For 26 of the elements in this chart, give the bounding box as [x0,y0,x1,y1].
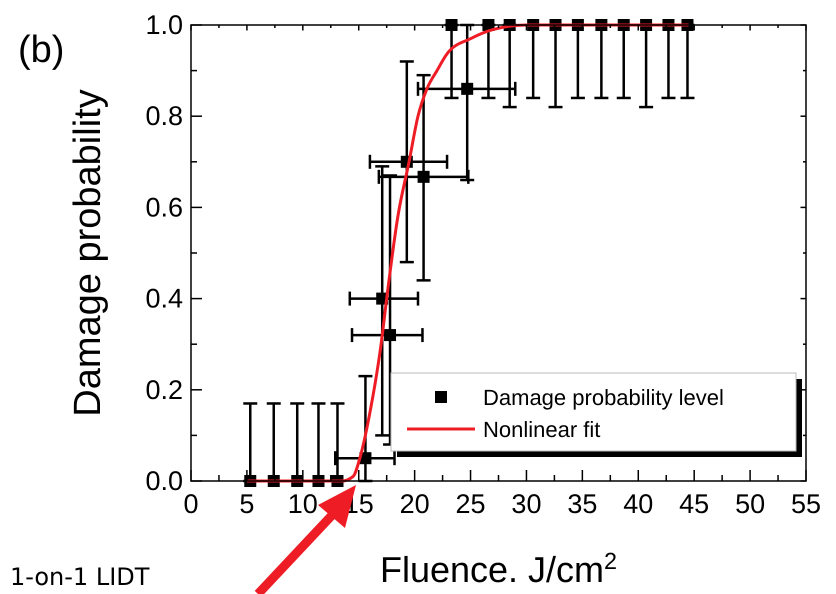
y-tick-label: 0.0 [145,466,183,496]
y-tick-label: 0.2 [145,374,183,405]
x-tick-label: 35 [567,489,598,519]
point [418,170,430,183]
point [384,329,396,342]
legend-label: Damage probability level [483,385,724,410]
x-tick-label: 25 [456,489,486,519]
y-axis-title: Damage probability [67,89,109,417]
x-tick-label: 30 [511,489,542,519]
x-tick-label: 55 [790,489,822,519]
legend-label: Nonlinear fit [483,417,600,442]
x-tick-label: 5 [239,489,254,519]
point [461,82,474,95]
y-tick-label: 0.6 [145,192,183,222]
x-tick-label: 20 [400,489,430,519]
x-tick-label: 40 [623,489,654,519]
x-tick-label: 50 [735,489,766,519]
x-tick-label: 10 [288,489,318,519]
text: 1-on-1 LIDT [10,563,150,591]
y-tick-label: 1.0 [145,10,183,40]
x-tick-label: 45 [679,489,710,519]
x-tick-label: 0 [183,489,199,519]
x-axis-title: Fluence. J/cm$^{2}$ [380,548,618,590]
y-tick-label: 0.4 [145,284,183,314]
chart-title: (b) [18,29,64,71]
y-tick-label: 0.8 [145,101,183,132]
